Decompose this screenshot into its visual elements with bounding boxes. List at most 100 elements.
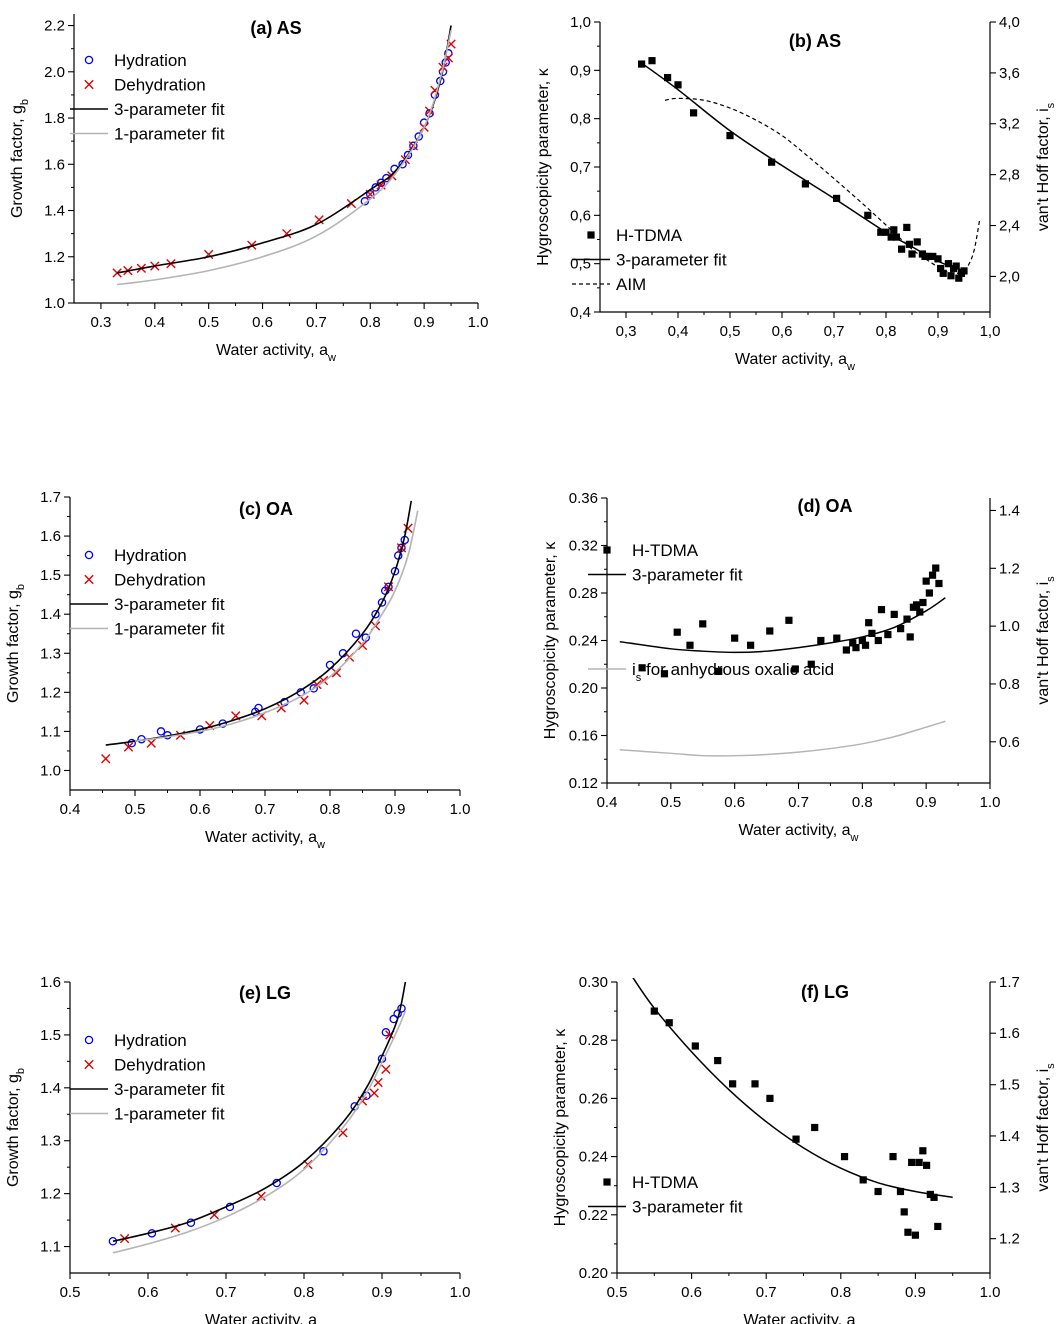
data-layer <box>619 564 946 757</box>
data-point <box>331 668 342 678</box>
x-tick-label: 0.6 <box>138 1284 159 1301</box>
data-point <box>801 180 809 188</box>
data-point <box>928 571 937 579</box>
data-point <box>877 606 886 614</box>
data-point <box>817 636 825 645</box>
data-point <box>648 57 656 65</box>
x-axis-title-subscript: w <box>327 352 336 364</box>
data-point <box>903 223 911 232</box>
series-line <box>112 1010 407 1254</box>
y-axis-title-text: Growth factor, g <box>5 590 22 703</box>
data-point <box>868 629 876 637</box>
legend: Hydration Dehydration 3-parameter fit 1-par… <box>70 1031 225 1124</box>
x-tick-label: 0,7 <box>824 323 845 340</box>
data-point <box>898 245 906 253</box>
y-axis-title-text: Hygroscopicity parameter, κ <box>552 1028 569 1226</box>
data-layer <box>108 981 407 1254</box>
data-point <box>887 233 895 241</box>
y2-axis-title: van't Hoff factor, is <box>1035 1063 1057 1192</box>
x-axis-title: Water activity, aw <box>205 1312 325 1324</box>
data-point <box>947 272 955 280</box>
data-point <box>903 615 911 623</box>
legend-label-subscript: s <box>636 672 642 684</box>
data-point <box>381 1028 391 1037</box>
data-point <box>905 240 913 248</box>
legend: H-TDMA 3-parameter fit is for anhydrous ox… <box>588 541 834 684</box>
legend-label: AIM <box>616 275 646 294</box>
y2-tick-label: 1.7 <box>999 974 1020 991</box>
x-tick-label: 0.8 <box>320 801 341 818</box>
x-tick-label: 1.0 <box>450 1284 471 1301</box>
series-line <box>664 97 981 275</box>
x-tick-label: 0.4 <box>144 314 165 331</box>
data-point <box>864 211 872 219</box>
data-layer <box>638 57 981 282</box>
data-point <box>218 719 227 728</box>
y-tick-label: 1.4 <box>40 606 61 623</box>
data-point <box>127 738 136 748</box>
y-axis-title: Growth factor, gb <box>5 584 27 703</box>
y-tick-label: 1,0 <box>570 14 591 31</box>
data-point <box>319 1147 328 1156</box>
y2-tick-label: 1.3 <box>999 1179 1020 1196</box>
data-point <box>955 274 963 282</box>
y-tick-label: 0.12 <box>569 775 598 792</box>
x-tick-label: 0.7 <box>306 314 327 331</box>
x-tick-label: 0.9 <box>905 1284 926 1301</box>
y2-tick-label: 3,6 <box>999 65 1020 82</box>
panel-f: 0.5 0.6 0.7 0.8 0.9 1.0 0.20 0.22 0.24 0.26 0.28 0.… <box>552 974 1057 1324</box>
legend-label: 3-parameter fit <box>114 1080 225 1099</box>
x-tick-label: 0.6 <box>252 314 273 331</box>
y2-axis-title-text: van't Hoff factor, i <box>1035 582 1052 705</box>
data-point <box>865 619 873 627</box>
legend: H-TDMA 3-parameter fit <box>588 1173 743 1217</box>
y-tick-label: 0.22 <box>579 1207 608 1224</box>
data-point <box>751 1080 759 1088</box>
legend-label: Hydration <box>114 546 187 565</box>
data-point <box>852 644 860 652</box>
data-point <box>381 1064 391 1074</box>
data-point <box>785 616 793 624</box>
legend-label: 3-parameter fit <box>616 251 727 270</box>
legend-marker-swatch <box>84 1035 94 1045</box>
data-layer <box>101 500 419 764</box>
y2-tick-label: 3,2 <box>999 116 1020 133</box>
series-line <box>112 981 407 1243</box>
data-point <box>673 628 681 636</box>
data-point <box>112 268 122 278</box>
data-point <box>897 625 905 633</box>
y-tick-label: 1.0 <box>44 295 65 312</box>
data-point <box>351 629 361 638</box>
data-point <box>904 1228 912 1236</box>
y2-axis-title-text: van't Hoff factor, i <box>1035 108 1052 231</box>
data-point <box>409 141 418 151</box>
series-line <box>641 62 965 272</box>
y-tick-label: 1.0 <box>40 762 61 779</box>
data-point <box>256 1191 266 1201</box>
x-tick-label: 0.8 <box>360 314 381 331</box>
legend: Hydration Dehydration 3-parameter fit 1-par… <box>70 51 225 144</box>
y-tick-label: 0.28 <box>579 1032 608 1049</box>
x-tick-label: 1,0 <box>980 323 1001 340</box>
data-point <box>377 598 387 607</box>
y-tick-label: 1.4 <box>44 203 65 220</box>
y-tick-label: 0.20 <box>569 680 598 697</box>
data-point <box>925 589 933 597</box>
panel-d: 0.4 0.5 0.6 0.7 0.8 0.9 1.0 0.12 0.16 0.20 0.24 0.2… <box>542 490 1057 844</box>
legend-marker-swatch <box>603 546 611 554</box>
data-point <box>874 636 882 645</box>
y-tick-label: 1.8 <box>44 110 65 127</box>
x-axis-title: Water activity, aw <box>739 822 859 844</box>
legend-label: 3-parameter fit <box>632 1198 743 1217</box>
data-point <box>932 564 940 572</box>
panel-title: (a) AS <box>250 18 301 38</box>
data-point <box>299 695 309 705</box>
y-tick-label: 1.5 <box>40 567 61 584</box>
legend-label: H-TDMA <box>616 226 683 245</box>
x-axis-title-text: Water activity, a <box>205 1312 317 1324</box>
legend-label: 1-parameter fit <box>114 620 225 639</box>
legend-label: Dehydration <box>114 76 206 95</box>
x-axis-title-subscript: w <box>850 832 859 844</box>
y2-tick-label: 1.5 <box>999 1077 1020 1094</box>
legend-label: 3-parameter fit <box>114 100 225 119</box>
